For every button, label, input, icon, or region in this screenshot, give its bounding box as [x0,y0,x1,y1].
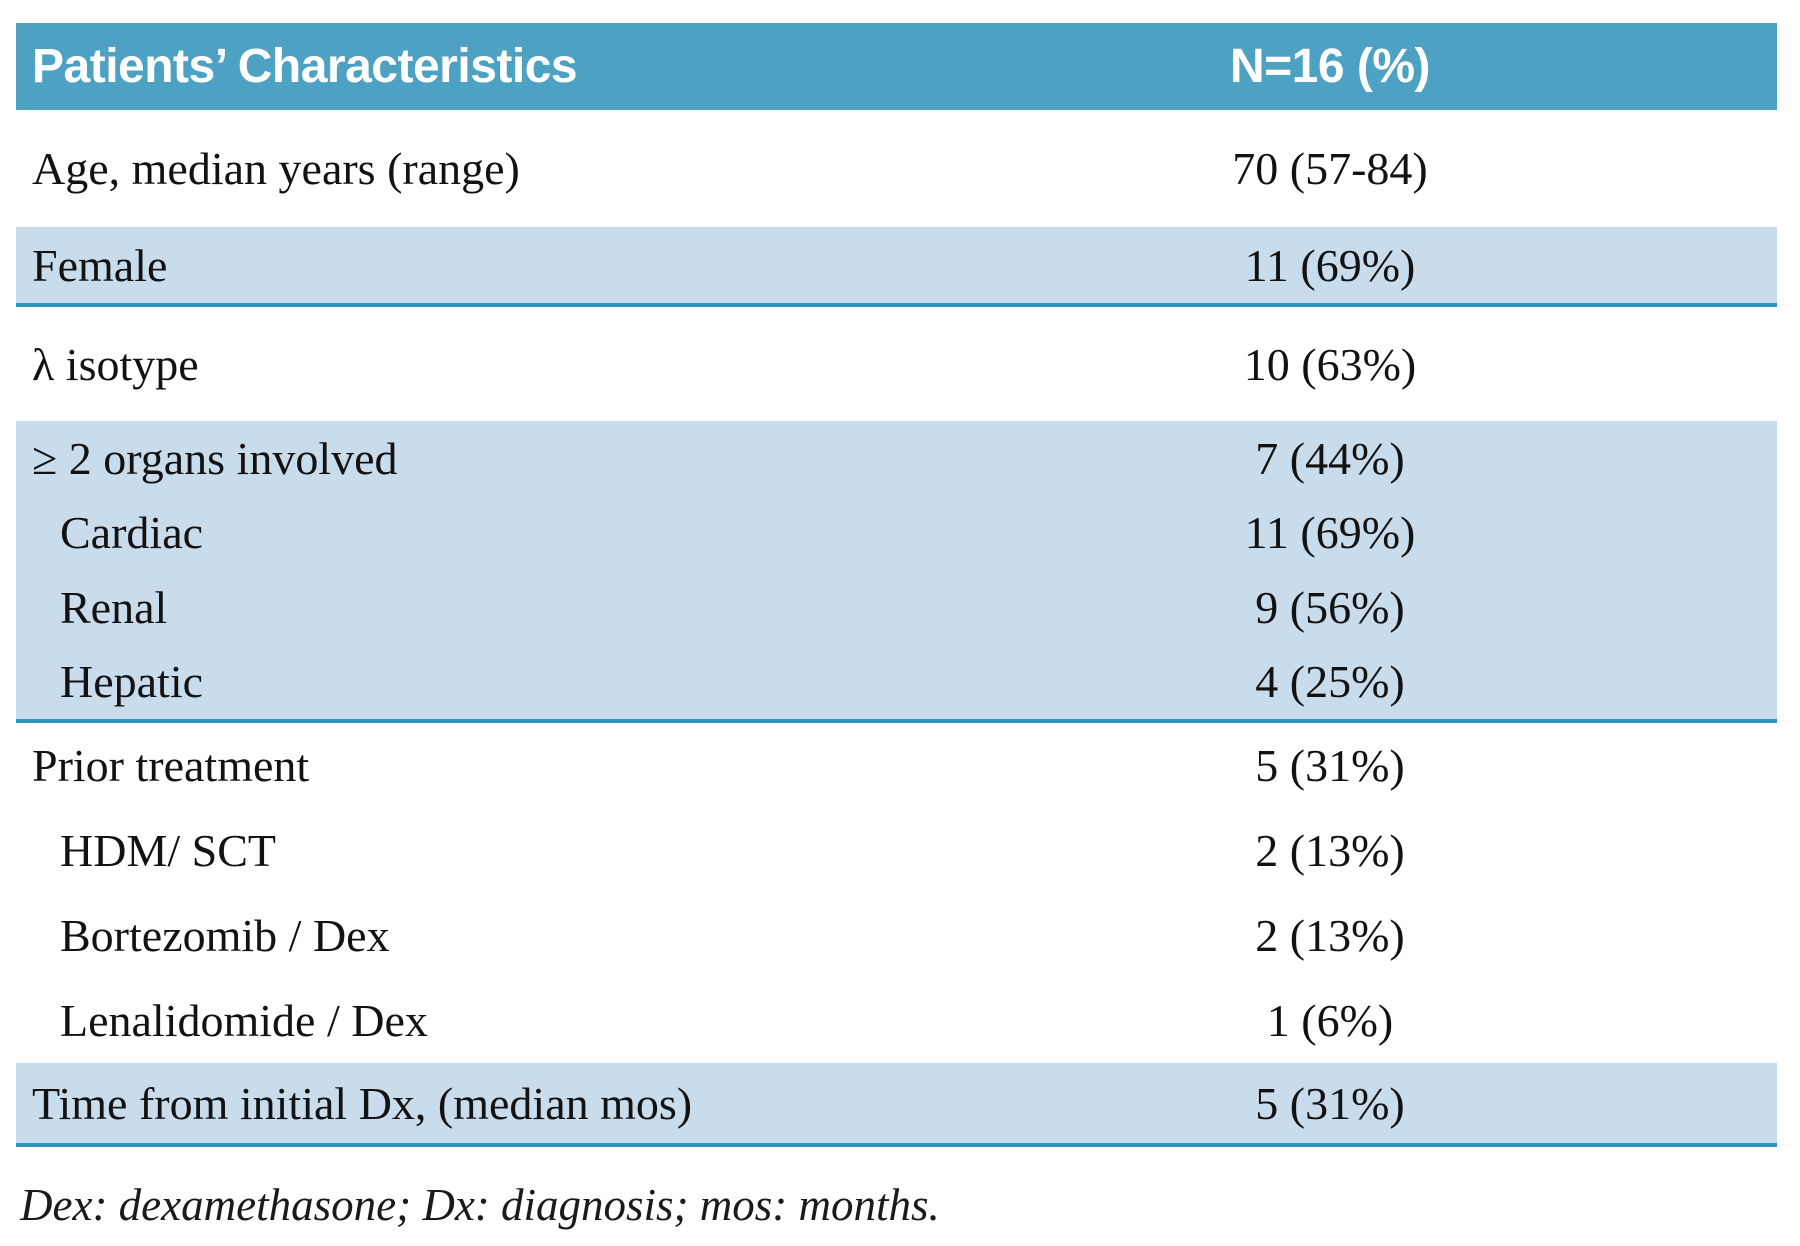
row-value: 5 (31%) [1255,740,1405,791]
section-organs-involved: ≥ 2 organs involved 7 (44%) Cardiac 11 (… [16,421,1777,723]
row-label: λ isotype [32,338,199,390]
table-row: Lenalidomide / Dex 1 (6%) [16,978,1777,1063]
table-row: Bortezomib / Dex 2 (13%) [16,893,1777,978]
section-age: Age, median years (range) 70 (57-84) [16,110,1777,227]
row-label: Lenalidomide / Dex [60,995,428,1046]
row-label: ≥ 2 organs involved [32,432,398,484]
row-value: 11 (69%) [1244,239,1416,291]
row-label: Female [32,239,168,291]
row-label: Renal [60,581,168,633]
row-value: 2 (13%) [1255,910,1405,961]
row-value: 4 (25%) [1255,656,1405,708]
row-label: Age, median years (range) [32,143,520,194]
table-row: Female 11 (69%) [16,227,1777,303]
row-label: Cardiac [60,507,204,559]
row-label: Hepatic [60,656,204,708]
table-row: Age, median years (range) 70 (57-84) [16,110,1777,227]
table-row: Cardiac 11 (69%) [16,496,1777,571]
row-value: 10 (63%) [1243,338,1417,390]
table-footnote: Dex: dexamethasone; Dx: diagnosis; mos: … [20,1180,940,1230]
section-time-from-dx: Time from initial Dx, (median mos) 5 (31… [16,1063,1777,1147]
table-row: Prior treatment 5 (31%) [16,723,1777,808]
row-value: 9 (56%) [1255,581,1405,633]
row-label: HDM/ SCT [60,825,276,876]
table-row: Hepatic 4 (25%) [16,645,1777,720]
table-header-row: Patients’ Characteristics N=16 (%) [16,23,1777,110]
table-row: Time from initial Dx, (median mos) 5 (31… [16,1063,1777,1143]
row-value: 5 (31%) [1255,1077,1405,1129]
row-value: 11 (69%) [1244,507,1416,559]
patients-characteristics-table: Patients’ Characteristics N=16 (%) Age, … [16,23,1777,1147]
row-value: 1 (6%) [1266,995,1394,1046]
header-characteristics-label: Patients’ Characteristics [32,40,578,93]
row-value: 7 (44%) [1255,432,1405,484]
row-label: Prior treatment [32,740,310,791]
section-female: Female 11 (69%) [16,227,1777,307]
row-label: Time from initial Dx, (median mos) [32,1077,693,1129]
table-row: HDM/ SCT 2 (13%) [16,808,1777,893]
row-value: 70 (57-84) [1232,143,1428,194]
row-label: Bortezomib / Dex [60,910,390,961]
section-prior-treatment: Prior treatment 5 (31%) HDM/ SCT 2 (13%)… [16,723,1777,1063]
header-n-label: N=16 (%) [1229,40,1431,93]
section-isotype: λ isotype 10 (63%) [16,307,1777,421]
row-value: 2 (13%) [1255,825,1405,876]
table-figure: Patients’ Characteristics N=16 (%) Age, … [0,23,1800,1246]
table-row: ≥ 2 organs involved 7 (44%) [16,421,1777,496]
table-row: Renal 9 (56%) [16,570,1777,645]
table-row: λ isotype 10 (63%) [16,307,1777,421]
